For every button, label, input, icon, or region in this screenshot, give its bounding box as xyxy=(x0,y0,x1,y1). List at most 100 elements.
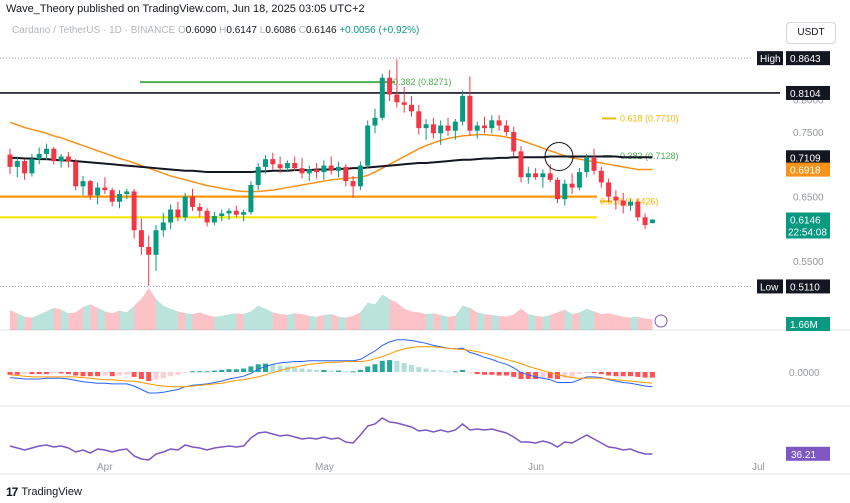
candle-body xyxy=(445,125,451,131)
volume-area-segment xyxy=(199,312,208,330)
candle-body xyxy=(241,212,247,215)
macd-histogram-bar xyxy=(555,372,560,379)
volume-area-segment xyxy=(75,307,83,330)
candle-body xyxy=(438,125,444,134)
candle-body xyxy=(204,210,210,223)
macd-histogram-bar xyxy=(29,372,35,375)
fib-level-label: 0.382 (0.7128) xyxy=(620,151,679,161)
symbol-legend: Cardano / TetherUS · 1D · BINANCE O0.609… xyxy=(12,25,419,36)
macd-histogram-bar xyxy=(44,372,49,375)
macd-histogram-bar xyxy=(474,372,480,375)
candle-body xyxy=(489,120,495,129)
candle-body xyxy=(452,121,458,131)
macd-histogram-bar xyxy=(248,366,254,372)
price-label-text: 0.8643 xyxy=(790,54,821,65)
candle-body xyxy=(44,148,49,154)
candle-body xyxy=(547,173,553,180)
volume-area-segment xyxy=(61,309,69,330)
macd-histogram-bar xyxy=(73,372,79,376)
countdown-timer: 22:54:08 xyxy=(788,227,827,238)
macd-histogram-bar xyxy=(7,372,13,375)
volume-area-segment xyxy=(141,288,149,330)
macd-histogram-bar xyxy=(445,371,451,373)
ohlc-high-label: H xyxy=(219,25,227,36)
candle-body xyxy=(555,179,560,200)
candle-body xyxy=(474,125,480,131)
candle-body xyxy=(95,187,101,196)
macd-histogram-bar xyxy=(343,371,349,373)
rsi-line xyxy=(9,417,653,461)
macd-histogram-bar xyxy=(606,372,612,376)
candle-body xyxy=(379,77,385,118)
candle-body xyxy=(613,196,619,201)
volume-area-segment xyxy=(331,314,339,330)
macd-histogram-bar xyxy=(146,372,152,382)
volume-area-segment xyxy=(601,313,609,330)
volume-area-segment xyxy=(10,310,18,330)
macd-histogram-bar xyxy=(168,372,174,377)
volume-area-segment xyxy=(207,314,215,330)
macd-histogram-bar xyxy=(576,372,582,375)
volume-area-segment xyxy=(265,308,273,330)
macd-histogram-bar xyxy=(153,372,159,380)
macd-histogram-bar xyxy=(131,372,137,377)
candle-body xyxy=(467,95,473,131)
candle-body xyxy=(233,210,239,215)
volume-area-segment xyxy=(112,310,120,330)
candle-body xyxy=(649,219,655,224)
fib-level-label: 0.618 (0.7710) xyxy=(620,113,679,123)
volume-label-bg xyxy=(786,317,830,331)
candle-body xyxy=(357,165,363,187)
candle-body xyxy=(394,94,400,103)
macd-histogram-bar xyxy=(628,372,633,377)
volume-area-segment xyxy=(637,316,646,330)
volume-area-segment xyxy=(97,307,105,330)
volume-area-segment xyxy=(272,312,281,330)
candle-body xyxy=(336,166,341,171)
highlight-circle xyxy=(544,142,574,172)
candle-body xyxy=(606,182,612,197)
fib-level-label: 0.382 (0.8271) xyxy=(393,77,452,87)
candle-body xyxy=(263,159,268,167)
volume-area-segment xyxy=(557,309,565,330)
candle-body xyxy=(533,173,539,178)
published-line: Wave_Theory published on TradingView.com… xyxy=(6,3,365,15)
axis-tag-bg xyxy=(757,51,783,66)
price-label-bg xyxy=(786,51,830,66)
candle-body xyxy=(226,210,232,214)
volume-area-segment xyxy=(389,299,397,330)
macd-histogram-bar xyxy=(124,372,130,375)
volume-area-segment xyxy=(506,314,514,330)
currency-selector[interactable]: USDT xyxy=(786,22,836,44)
symbol-name: Cardano / TetherUS · 1D · BINANCE xyxy=(12,25,176,36)
volume-area-segment xyxy=(404,308,412,330)
candle-body xyxy=(124,191,130,195)
volume-area-segment xyxy=(448,315,456,330)
macd-histogram-bar xyxy=(109,372,115,377)
volume-area-segment xyxy=(528,314,536,330)
volume-area-segment xyxy=(302,314,310,330)
macd-histogram-bar xyxy=(87,372,93,377)
macd-histogram-bar xyxy=(277,365,283,372)
volume-area-segment xyxy=(68,312,76,330)
macd-histogram-bar xyxy=(540,372,546,379)
volume-area-segment xyxy=(104,311,113,330)
price-label-text: 0.6918 xyxy=(790,166,821,177)
candle-body xyxy=(430,124,436,134)
macd-histogram-bar xyxy=(226,369,232,372)
macd-histogram-bar xyxy=(292,367,298,372)
time-axis-tick: Apr xyxy=(97,462,113,473)
volume-area-segment xyxy=(148,288,156,330)
ohlc-low-value: 0.6086 xyxy=(265,25,296,36)
price-label-bg xyxy=(786,212,830,239)
macd-histogram-bar xyxy=(138,372,144,379)
candle-body xyxy=(197,206,203,211)
macd-histogram-bar xyxy=(321,369,327,372)
macd-histogram-bar xyxy=(357,369,363,372)
volume-area-segment xyxy=(17,313,25,330)
macd-histogram-bar xyxy=(306,369,312,372)
macd-histogram-bar xyxy=(263,363,268,372)
candle-body xyxy=(482,125,487,129)
rsi-label-bg xyxy=(786,446,830,461)
